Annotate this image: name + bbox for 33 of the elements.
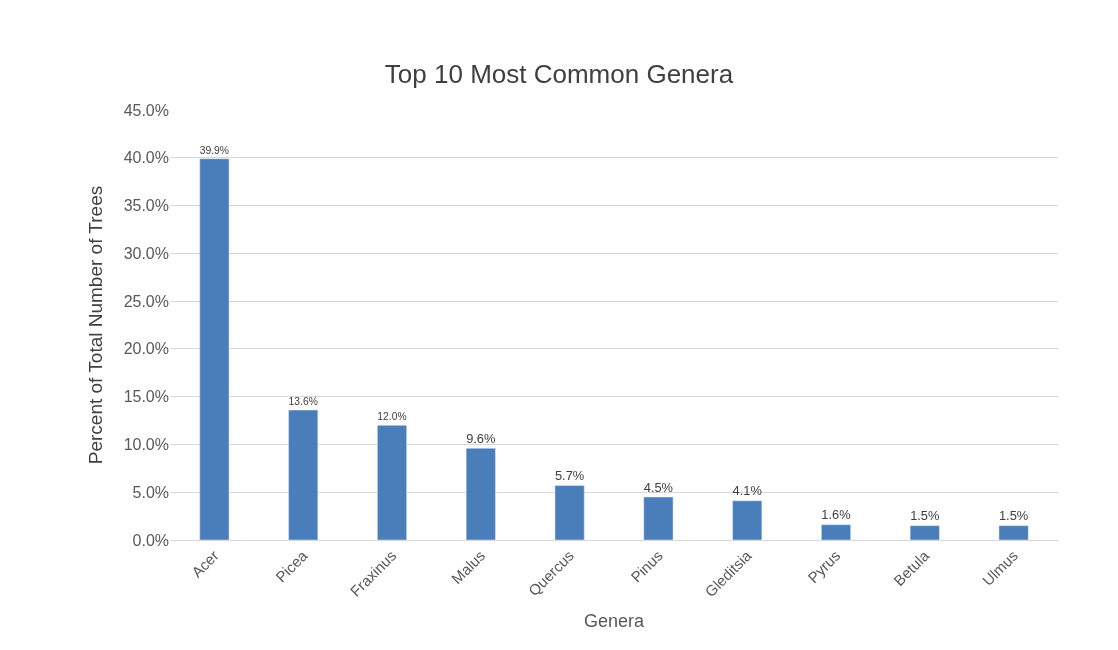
y-tick-label: 0.0% [132,531,169,549]
bar [732,500,763,540]
data-label: 1.5% [910,508,940,524]
y-tick-label: 40.0% [123,149,169,167]
y-tick-label: 10.0% [123,436,169,454]
y-tick-label: 5.0% [132,483,169,501]
y-tick-label: 35.0% [123,197,169,215]
data-label: 13.6% [288,396,318,408]
y-tick-label: 45.0% [123,101,169,119]
y-tick-label: 20.0% [123,340,169,358]
data-label: 12.0% [377,411,407,423]
chart-title: Top 10 Most Common Genera [384,59,734,90]
bar [199,158,230,540]
bar [998,525,1029,540]
y-axis-title: Percent of Total Number of Trees [85,185,107,465]
y-tick-label: 25.0% [123,292,169,310]
bar [377,425,407,540]
data-label: 39.9% [199,144,230,156]
x-axis-title: Genera [583,611,645,632]
data-label: 4.5% [643,479,674,495]
bar [643,496,674,540]
bar [821,524,851,540]
bar [465,448,496,540]
bar [909,525,940,540]
bar [288,409,319,540]
data-label: 1.6% [821,507,851,523]
y-tick-label: 15.0% [123,388,169,406]
data-label: 5.7% [554,468,585,484]
data-label: 9.6% [466,430,496,446]
data-label: 4.1% [732,483,762,499]
bar [554,485,585,540]
y-tick-label: 30.0% [123,244,169,262]
data-label: 1.5% [998,508,1029,524]
